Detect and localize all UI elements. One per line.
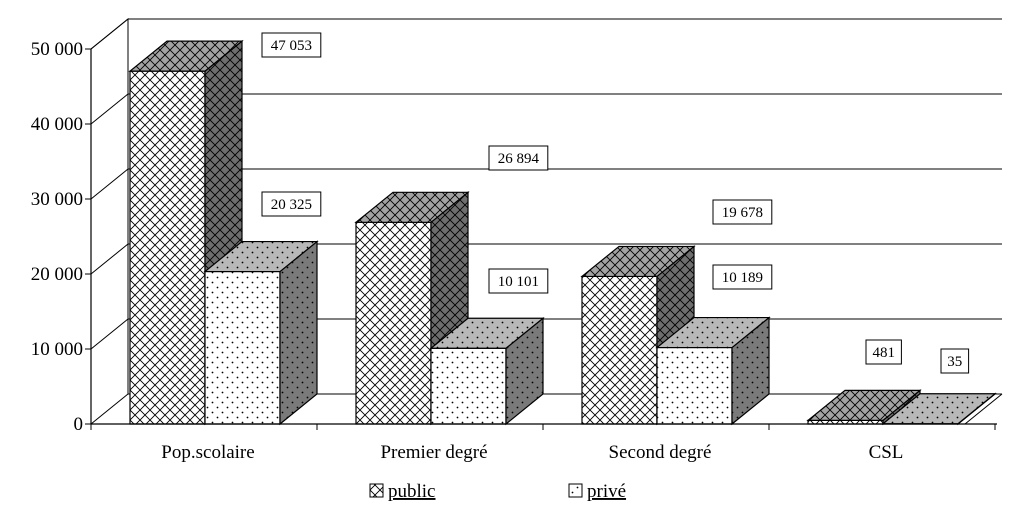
y-tick-label: 50 000 xyxy=(31,39,83,60)
bar-top xyxy=(806,389,922,421)
data-label: 47 053 xyxy=(261,32,322,58)
data-label-text: 47 053 xyxy=(271,38,312,54)
legend-item-privé: privé xyxy=(568,481,626,502)
bar-front xyxy=(581,275,658,425)
bar-top xyxy=(655,316,771,349)
gridline-diagonal xyxy=(90,318,129,350)
gridline-diagonal xyxy=(90,18,129,50)
bar-top xyxy=(354,191,470,223)
data-label-box xyxy=(488,268,549,294)
bar-top xyxy=(203,240,319,273)
bar-front xyxy=(656,346,733,425)
bar-privé-2 xyxy=(655,316,771,426)
bar-front xyxy=(204,270,281,425)
floor-right-edge xyxy=(964,393,1003,425)
y-tick-label: 20 000 xyxy=(31,264,83,285)
bar-top xyxy=(580,245,696,278)
data-label-box xyxy=(865,339,902,365)
data-label-text: 35 xyxy=(947,354,962,370)
data-label-box xyxy=(712,199,773,225)
y-tick-label: 40 000 xyxy=(31,114,83,135)
floor-left-edge xyxy=(90,393,129,425)
legend-swatch xyxy=(369,483,384,498)
data-label: 19 678 xyxy=(712,199,773,225)
bar-privé-0 xyxy=(203,240,319,426)
bar-privé-1 xyxy=(429,316,545,426)
x-tick-label: CSL xyxy=(869,442,904,463)
x-axis: Pop.scolaire Premier degré Second degré CSL xyxy=(90,423,997,463)
data-label: 481 xyxy=(865,339,902,365)
data-label-box xyxy=(488,145,549,171)
data-label-text: 481 xyxy=(872,345,895,361)
x-tick-label: Second degré xyxy=(609,442,712,463)
bar-front xyxy=(129,70,206,425)
bar-front xyxy=(355,221,432,425)
legend-label: privé xyxy=(587,481,626,502)
y-axis: 0 10 000 20 000 30 000 40 000 50 000 xyxy=(31,39,92,435)
data-label-text: 10 101 xyxy=(498,274,539,290)
y-tick-label: 0 xyxy=(74,414,84,435)
data-label: 10 101 xyxy=(488,268,549,294)
data-label: 10 189 xyxy=(712,264,773,290)
data-label: 35 xyxy=(940,348,970,374)
bar-top xyxy=(128,40,244,72)
gridline-diagonal xyxy=(90,243,129,275)
bar-side xyxy=(279,240,318,426)
bar-top xyxy=(429,317,545,349)
legend: public privé xyxy=(369,481,626,502)
data-label-text: 19 678 xyxy=(722,205,763,221)
data-label-text: 10 189 xyxy=(722,270,763,286)
legend-label: public xyxy=(388,481,436,502)
data-label: 26 894 xyxy=(488,145,549,171)
x-tick-label: Premier degré xyxy=(380,442,487,463)
data-label-box xyxy=(261,191,322,217)
y-tick-label: 30 000 xyxy=(31,189,83,210)
data-label-box xyxy=(940,348,970,374)
gridline-diagonal xyxy=(90,168,129,200)
data-label-box xyxy=(261,32,322,58)
bars: 47 053 20 325 26 894 10 101 19 678 10 189 481 3… xyxy=(128,32,997,426)
legend-item-public: public xyxy=(369,481,436,502)
x-tick-label: Pop.scolaire xyxy=(161,442,254,463)
bar-front xyxy=(430,347,507,425)
legend-swatch xyxy=(568,483,583,498)
data-label-box xyxy=(712,264,773,290)
y-tick-label: 10 000 xyxy=(31,339,83,360)
data-label: 20 325 xyxy=(261,191,322,217)
gridline-diagonal xyxy=(90,93,129,125)
data-label-text: 20 325 xyxy=(271,197,312,213)
data-label-text: 26 894 xyxy=(498,151,540,167)
